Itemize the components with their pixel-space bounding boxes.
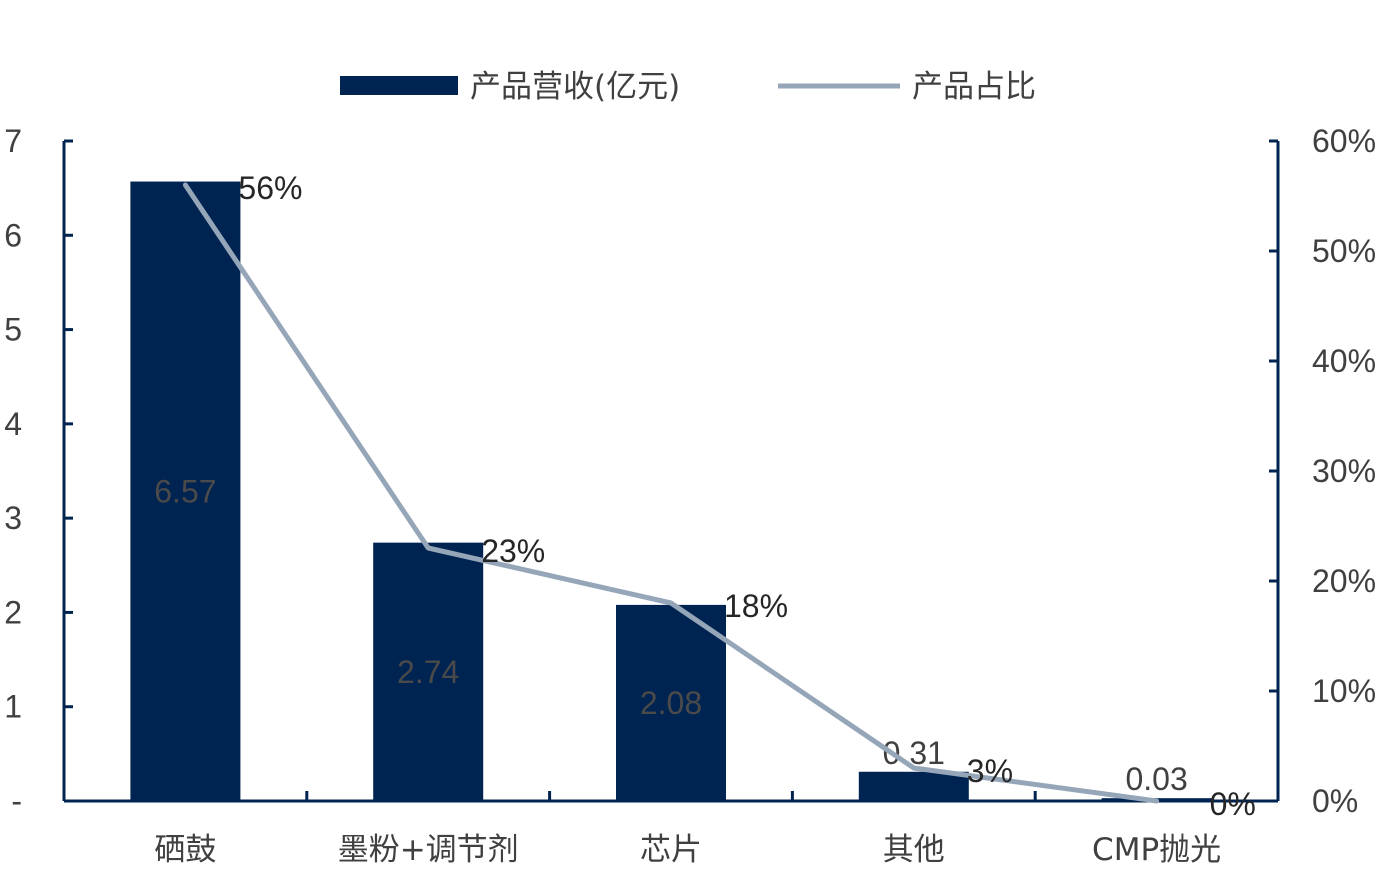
bar: [130, 181, 241, 802]
bar: [616, 604, 726, 801]
left-tick-label: 3: [4, 500, 22, 536]
share-value-label: 23%: [481, 533, 545, 569]
share-point: [1156, 800, 1158, 802]
share-value-label: 56%: [238, 170, 302, 206]
left-tick-label: -: [11, 783, 22, 819]
legend: 产品营收(亿元) 产品占比: [340, 69, 1036, 105]
right-tick-label: 0%: [1312, 783, 1358, 819]
share-point: [184, 184, 186, 186]
share-value-label: 18%: [724, 588, 788, 624]
category-label: CMP抛光: [1092, 832, 1221, 868]
bar: [373, 542, 484, 801]
bar-value-label: 6.57: [154, 473, 216, 509]
category-label: 墨粉+调节剂: [338, 832, 519, 868]
legend-label-share: 产品占比: [912, 69, 1036, 105]
share-line: [182, 182, 1160, 804]
legend-swatch-revenue: [340, 76, 458, 95]
bars: [130, 181, 1212, 802]
bar: [858, 771, 969, 801]
left-tick-label: 1: [4, 689, 22, 725]
right-tick-label: 20%: [1312, 563, 1376, 599]
left-tick-label: 2: [4, 594, 22, 630]
line-labels: 56% 23% 18% 3% 0%: [238, 170, 1255, 822]
left-tick-label: 7: [4, 123, 22, 159]
axes: - 1 2 3 4 5 6 7 0% 10% 20% 30% 40% 50% 60%: [4, 123, 1376, 819]
bar-value-label: 2.08: [640, 685, 702, 721]
share-value-label: 3%: [967, 753, 1013, 789]
right-tick-label: 60%: [1312, 123, 1376, 159]
share-point: [913, 767, 915, 769]
share-point: [427, 547, 429, 549]
right-tick-label: 10%: [1312, 673, 1376, 709]
right-tick-label: 40%: [1312, 343, 1376, 379]
share-value-label: 0%: [1210, 786, 1256, 822]
category-label: 芯片: [640, 832, 702, 868]
bar-labels: 6.572.742.080.310.03: [154, 473, 1187, 797]
left-tick-label: 6: [4, 217, 22, 253]
left-tick-label: 5: [4, 312, 22, 348]
right-tick-label: 30%: [1312, 453, 1376, 489]
bar-value-label: 0.03: [1125, 761, 1187, 797]
category-label: 其他: [883, 832, 945, 868]
right-tick-label: 50%: [1312, 233, 1376, 269]
bar-value-label: 2.74: [397, 654, 459, 690]
legend-label-revenue: 产品营收(亿元): [470, 69, 680, 105]
left-tick-label: 4: [4, 406, 22, 442]
category-label: 硒鼓: [154, 832, 216, 868]
share-point: [670, 602, 672, 604]
category-labels: 硒鼓 墨粉+调节剂 芯片 其他 CMP抛光: [154, 832, 1221, 868]
